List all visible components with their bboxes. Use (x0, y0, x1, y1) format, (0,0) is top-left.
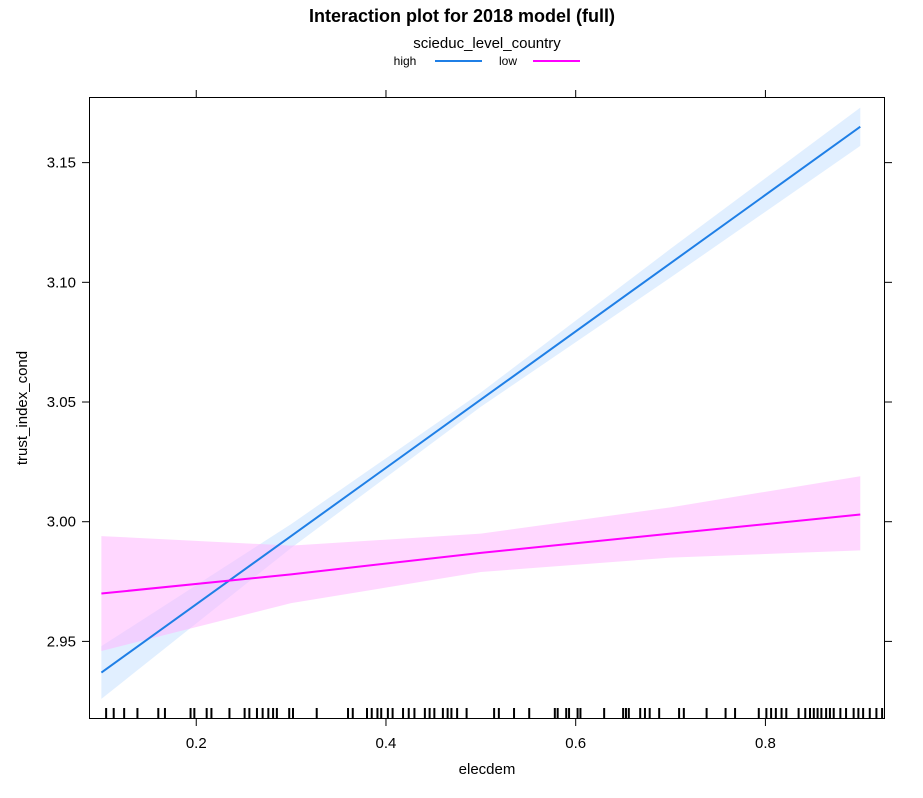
legend-label-high: high (394, 54, 417, 68)
x-axis: 0.2 0.4 0.6 0.8 (186, 90, 776, 752)
confidence-bands (101, 107, 861, 699)
y-tick-label: 3.00 (47, 514, 76, 531)
series-lines (100, 125, 861, 674)
rug-marks (105, 708, 884, 718)
y-tick-label: 3.10 (47, 274, 76, 291)
legend-title: scieduc_level_country (413, 35, 561, 52)
plot-frame (89, 97, 885, 719)
band-high (101, 107, 861, 699)
y-tick-label: 2.95 (47, 633, 76, 650)
y-axis-label: trust_index_cond (14, 351, 31, 465)
band-low (101, 476, 861, 651)
y-axis: 2.95 3.00 3.05 3.10 3.15 (47, 155, 892, 650)
x-tick-label: 0.6 (565, 735, 586, 752)
y-tick-label: 3.15 (47, 155, 76, 172)
chart-title: Interaction plot for 2018 model (full) (309, 6, 615, 26)
line-high (100, 125, 861, 674)
x-axis-label: elecdem (459, 761, 516, 778)
legend: high low (394, 54, 580, 68)
x-tick-label: 0.8 (755, 735, 776, 752)
y-tick-label: 3.05 (47, 394, 76, 411)
legend-label-low: low (499, 54, 517, 68)
x-tick-label: 0.4 (376, 735, 397, 752)
line-low (101, 513, 861, 595)
x-tick-label: 0.2 (186, 735, 207, 752)
